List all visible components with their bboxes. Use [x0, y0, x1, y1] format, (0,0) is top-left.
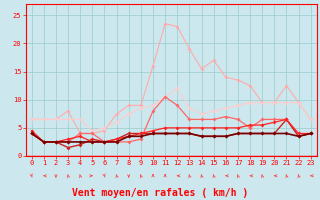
Text: Vent moyen/en rafales ( km/h ): Vent moyen/en rafales ( km/h ): [72, 188, 248, 198]
